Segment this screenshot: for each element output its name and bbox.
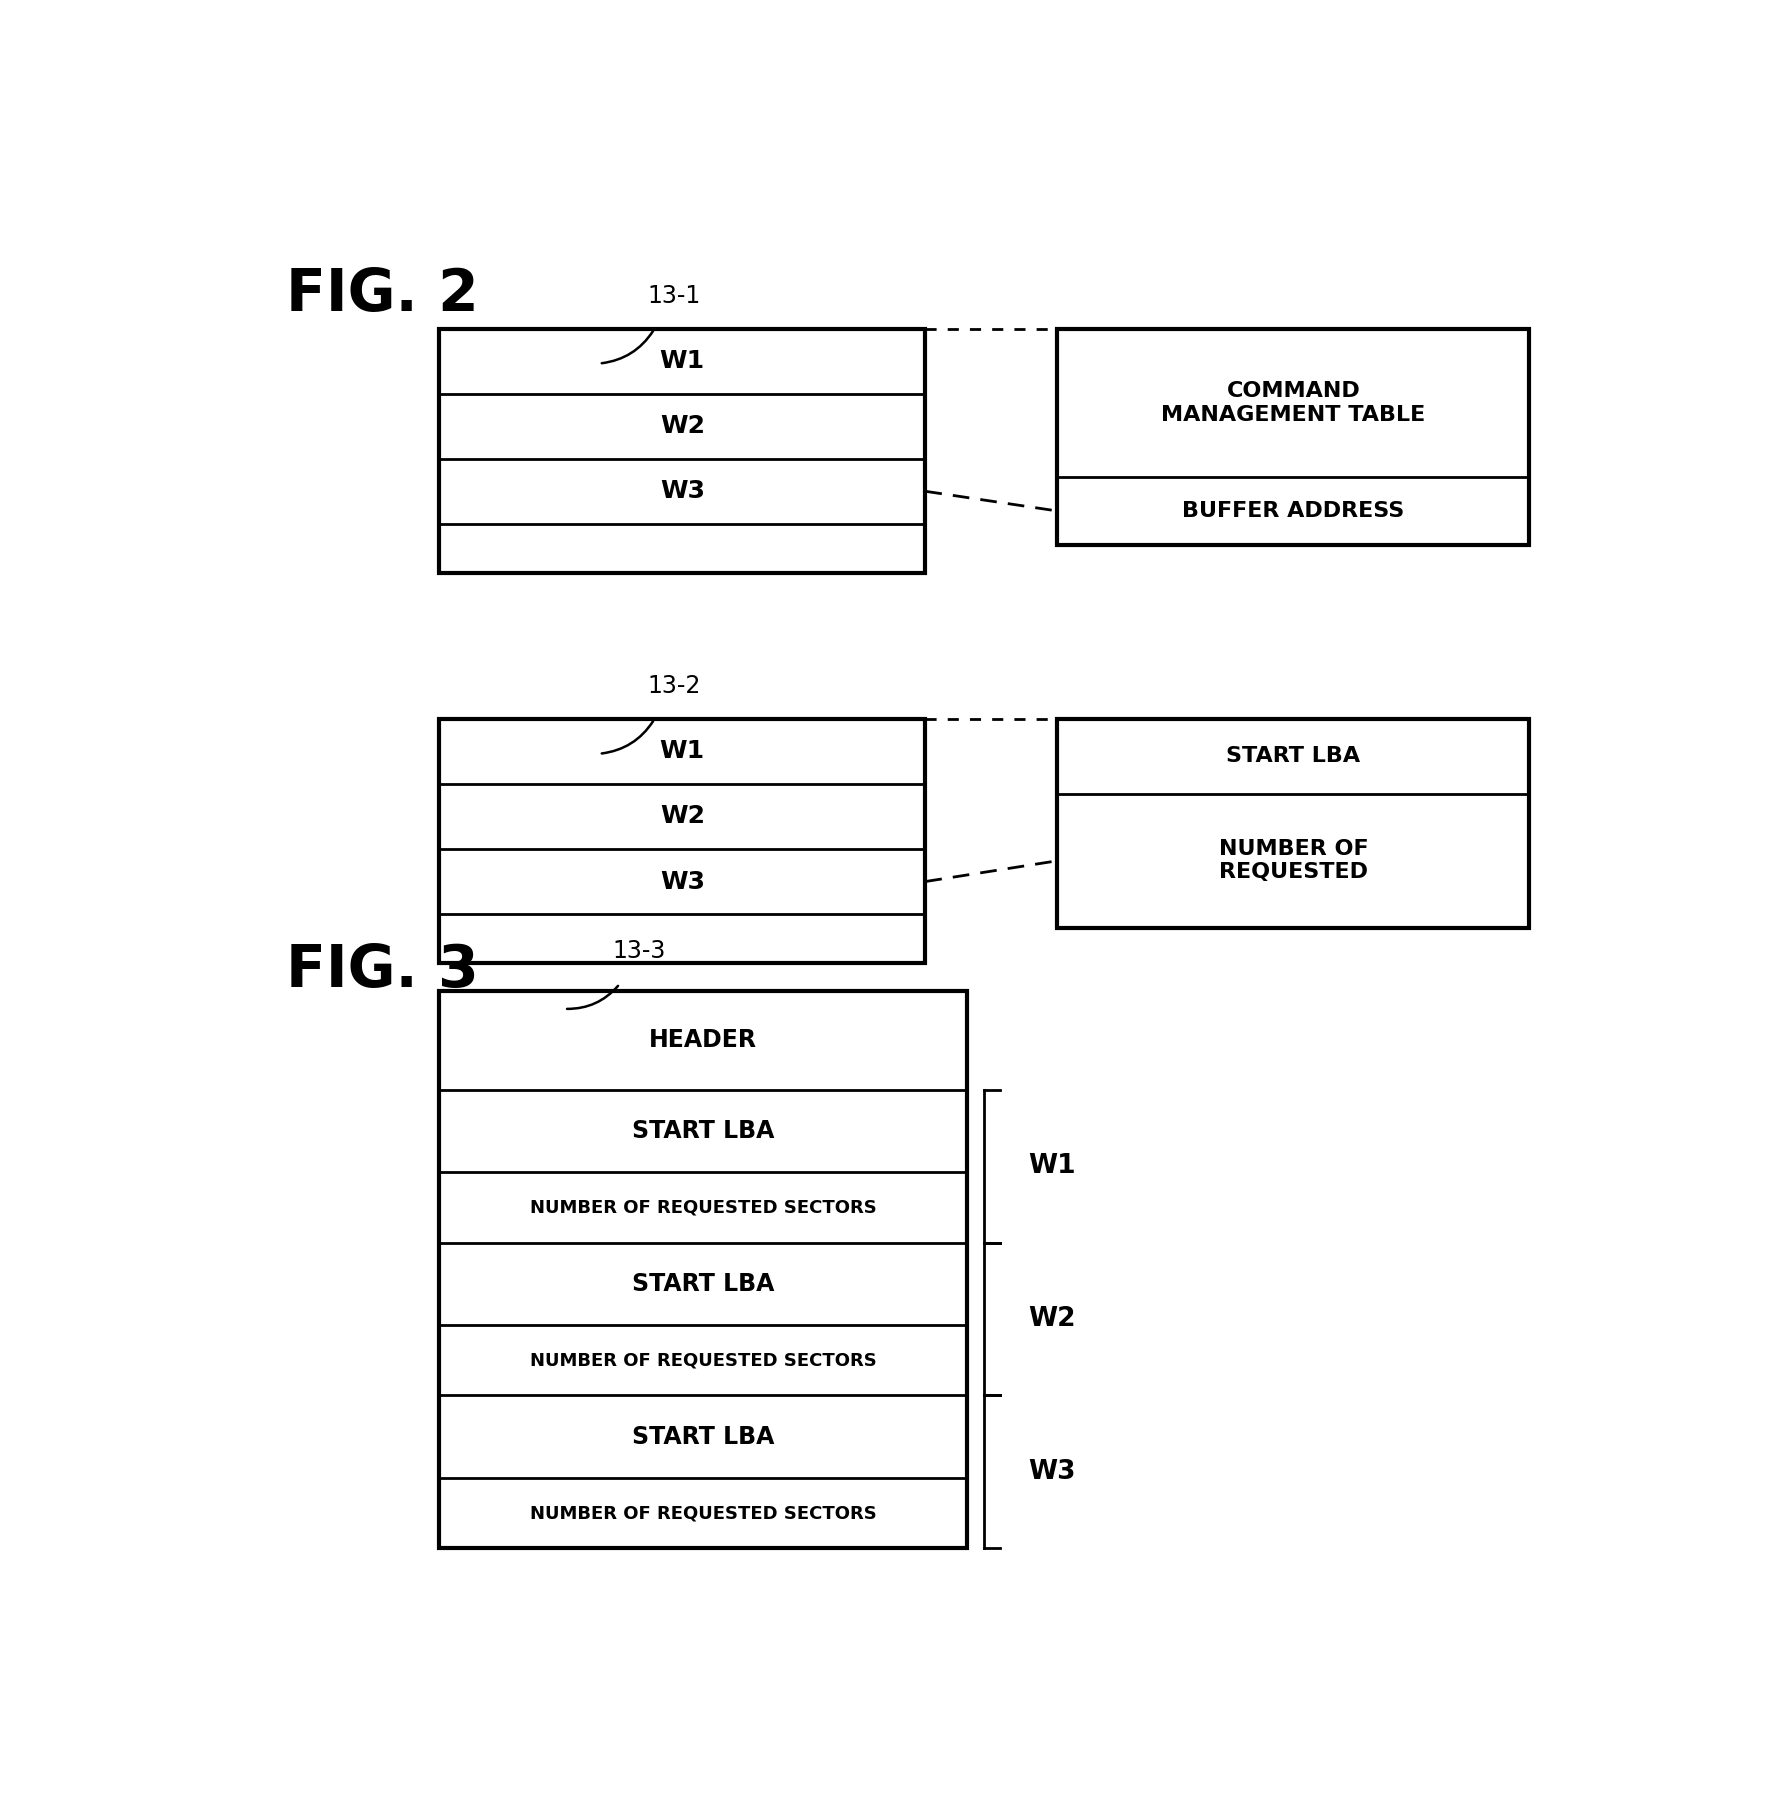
Text: START LBA: START LBA <box>633 1119 774 1144</box>
Text: FIG. 2: FIG. 2 <box>287 266 478 322</box>
Text: START LBA: START LBA <box>633 1272 774 1296</box>
Text: BUFFER ADDRESS: BUFFER ADDRESS <box>1183 501 1405 521</box>
Bar <box>439 719 925 963</box>
Text: W3: W3 <box>1029 1459 1075 1484</box>
Text: COMMAND
MANAGEMENT TABLE: COMMAND MANAGEMENT TABLE <box>1161 382 1425 425</box>
Bar <box>439 329 925 572</box>
Text: 13-3: 13-3 <box>613 939 667 963</box>
Text: W2: W2 <box>1029 1307 1075 1332</box>
Text: NUMBER OF
REQUESTED: NUMBER OF REQUESTED <box>1219 840 1367 883</box>
Text: NUMBER OF REQUESTED SECTORS: NUMBER OF REQUESTED SECTORS <box>530 1352 876 1370</box>
Text: W1: W1 <box>659 349 704 373</box>
Bar <box>439 990 968 1548</box>
Text: W2: W2 <box>659 804 704 829</box>
Text: W3: W3 <box>659 480 704 503</box>
Text: NUMBER OF REQUESTED SECTORS: NUMBER OF REQUESTED SECTORS <box>530 1198 876 1216</box>
Bar <box>1057 719 1530 929</box>
Text: FIG. 3: FIG. 3 <box>287 941 478 999</box>
Text: W1: W1 <box>659 740 704 764</box>
Text: 13-2: 13-2 <box>647 673 701 699</box>
Text: W1: W1 <box>1029 1153 1075 1178</box>
Text: W3: W3 <box>659 869 704 894</box>
Text: NUMBER OF REQUESTED SECTORS: NUMBER OF REQUESTED SECTORS <box>530 1504 876 1522</box>
Text: 13-1: 13-1 <box>647 284 701 308</box>
Text: START LBA: START LBA <box>633 1424 774 1448</box>
Bar <box>1057 329 1530 545</box>
Text: HEADER: HEADER <box>649 1028 758 1052</box>
Text: START LBA: START LBA <box>1226 746 1360 766</box>
Text: W2: W2 <box>659 414 704 438</box>
